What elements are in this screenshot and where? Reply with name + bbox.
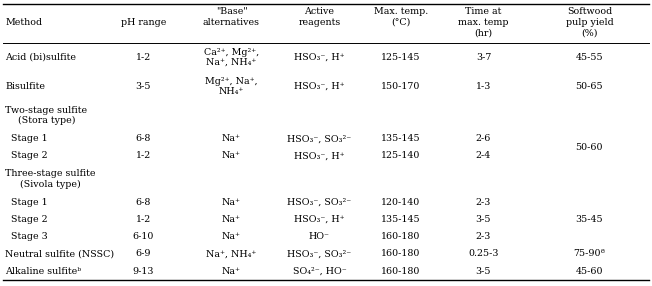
Text: Stage 2: Stage 2 [5, 151, 48, 160]
Text: 120-140: 120-140 [381, 198, 421, 207]
Text: Na⁺: Na⁺ [222, 151, 241, 160]
Text: 1-2: 1-2 [136, 151, 151, 160]
Text: HO⁻: HO⁻ [309, 232, 330, 241]
Text: 50-60: 50-60 [576, 143, 603, 152]
Text: 3-7: 3-7 [476, 53, 491, 62]
Text: 0.25-3: 0.25-3 [468, 249, 499, 258]
Text: HSO₃⁻, SO₃²⁻: HSO₃⁻, SO₃²⁻ [288, 249, 351, 258]
Text: 160-180: 160-180 [381, 267, 421, 276]
Text: 3-5: 3-5 [476, 215, 491, 224]
Text: 3-5: 3-5 [476, 267, 491, 276]
Text: 6-10: 6-10 [133, 232, 154, 241]
Text: Na⁺: Na⁺ [222, 134, 241, 143]
Text: 6-8: 6-8 [136, 198, 151, 207]
Text: 2-3: 2-3 [476, 198, 491, 207]
Text: Alkaline sulfiteᵇ: Alkaline sulfiteᵇ [5, 267, 81, 276]
Text: 150-170: 150-170 [381, 82, 421, 91]
Text: reagents: reagents [299, 18, 340, 27]
Text: 45-55: 45-55 [576, 53, 603, 62]
Text: HSO₃⁻, H⁺: HSO₃⁻, H⁺ [294, 215, 345, 224]
Text: Neutral sulfite (NSSC): Neutral sulfite (NSSC) [5, 249, 114, 258]
Text: Stage 2: Stage 2 [5, 215, 48, 224]
Text: 9-13: 9-13 [133, 267, 154, 276]
Text: Bisulfite: Bisulfite [5, 82, 45, 91]
Text: Stage 1: Stage 1 [5, 198, 48, 207]
Text: 125-145: 125-145 [381, 53, 421, 62]
Text: 125-140: 125-140 [381, 151, 421, 160]
Text: HSO₃⁻, H⁺: HSO₃⁻, H⁺ [294, 53, 345, 62]
Text: max. temp: max. temp [458, 18, 509, 27]
Text: 1-3: 1-3 [476, 82, 491, 91]
Text: HSO₃⁻, H⁺: HSO₃⁻, H⁺ [294, 82, 345, 91]
Text: Mg²⁺, Na⁺,
NH₄⁺: Mg²⁺, Na⁺, NH₄⁺ [205, 77, 258, 96]
Text: Three-stage sulfite
(Sivola type): Three-stage sulfite (Sivola type) [5, 169, 96, 189]
Text: 135-145: 135-145 [381, 215, 421, 224]
Text: Time at: Time at [466, 7, 501, 16]
Text: Stage 3: Stage 3 [5, 232, 48, 241]
Text: 135-145: 135-145 [381, 134, 421, 143]
Text: 6-9: 6-9 [136, 249, 151, 258]
Text: 160-180: 160-180 [381, 249, 421, 258]
Text: Na⁺: Na⁺ [222, 215, 241, 224]
Text: 1-2: 1-2 [136, 53, 151, 62]
Text: Softwood: Softwood [567, 7, 612, 16]
Text: pulp yield: pulp yield [565, 18, 614, 27]
Text: Na⁺, NH₄⁺: Na⁺, NH₄⁺ [206, 249, 257, 258]
Text: Max. temp.: Max. temp. [374, 7, 428, 16]
Text: (hr): (hr) [475, 29, 492, 37]
Text: Active: Active [304, 7, 334, 16]
Text: 2-3: 2-3 [476, 232, 491, 241]
Text: Na⁺: Na⁺ [222, 232, 241, 241]
Text: 1-2: 1-2 [136, 215, 151, 224]
Text: 6-8: 6-8 [136, 134, 151, 143]
Text: HSO₃⁻, SO₃²⁻: HSO₃⁻, SO₃²⁻ [288, 134, 351, 143]
Text: Stage 1: Stage 1 [5, 134, 48, 143]
Text: 35-45: 35-45 [576, 215, 603, 224]
Text: Two-stage sulfite
(Stora type): Two-stage sulfite (Stora type) [5, 106, 87, 125]
Text: Ca²⁺, Mg²⁺,
Na⁺, NH₄⁺: Ca²⁺, Mg²⁺, Na⁺, NH₄⁺ [204, 47, 259, 67]
Text: pH range: pH range [121, 18, 166, 27]
Text: 75-90ª: 75-90ª [573, 249, 606, 258]
Text: 3-5: 3-5 [136, 82, 151, 91]
Text: 50-65: 50-65 [576, 82, 603, 91]
Text: (%): (%) [581, 29, 598, 37]
Text: Na⁺: Na⁺ [222, 198, 241, 207]
Text: 2-4: 2-4 [476, 151, 491, 160]
Text: 160-180: 160-180 [381, 232, 421, 241]
Text: HSO₃⁻, SO₃²⁻: HSO₃⁻, SO₃²⁻ [288, 198, 351, 207]
Text: "Base": "Base" [216, 7, 247, 16]
Text: SO₄²⁻, HO⁻: SO₄²⁻, HO⁻ [293, 267, 346, 276]
Text: Acid (bi)sulfite: Acid (bi)sulfite [5, 53, 76, 62]
Text: alternatives: alternatives [203, 18, 260, 27]
Text: Na⁺: Na⁺ [222, 267, 241, 276]
Text: 2-6: 2-6 [476, 134, 491, 143]
Text: (°C): (°C) [391, 18, 411, 27]
Text: Method: Method [5, 18, 42, 27]
Text: HSO₃⁻, H⁺: HSO₃⁻, H⁺ [294, 151, 345, 160]
Text: 45-60: 45-60 [576, 267, 603, 276]
